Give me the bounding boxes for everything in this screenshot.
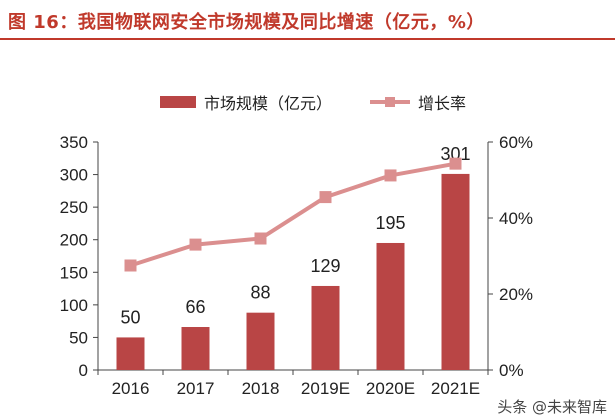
- left-tick-label: 350: [60, 133, 88, 152]
- legend-item-line: 增长率: [370, 90, 466, 114]
- left-tick-label: 300: [60, 166, 88, 185]
- right-tick-label: 60%: [499, 133, 533, 152]
- growth-marker: [189, 238, 202, 251]
- bar: [311, 285, 340, 370]
- growth-marker: [124, 259, 137, 272]
- legend-item-bar: 市场规模（亿元）: [160, 90, 332, 114]
- left-tick-label: 100: [60, 296, 88, 315]
- bar: [116, 337, 145, 370]
- growth-marker: [449, 157, 462, 170]
- x-tick-label: 2017: [177, 379, 215, 398]
- left-tick-label: 200: [60, 231, 88, 250]
- right-tick-label: 40%: [499, 209, 533, 228]
- x-tick-label: 2018: [242, 379, 280, 398]
- left-tick-label: 50: [69, 328, 88, 347]
- growth-marker: [384, 169, 397, 182]
- title-underline: [0, 38, 615, 40]
- bar: [376, 242, 405, 370]
- chart-legend: 市场规模（亿元） 增长率: [160, 90, 504, 114]
- growth-marker: [319, 191, 332, 204]
- left-tick-label: 0: [79, 361, 88, 380]
- left-tick-label: 250: [60, 198, 88, 217]
- x-tick-label: 2021E: [431, 379, 480, 398]
- bar-data-label: 195: [375, 213, 405, 233]
- bar-data-label: 88: [250, 283, 270, 303]
- growth-line: [129, 161, 456, 268]
- bar: [441, 173, 470, 370]
- bar: [246, 312, 275, 370]
- growth-marker: [254, 232, 267, 245]
- x-tick-label: 2016: [112, 379, 150, 398]
- left-tick-label: 150: [60, 263, 88, 282]
- watermark: 头条 @未来智库: [497, 398, 607, 416]
- bar-data-label: 50: [120, 307, 140, 327]
- bar: [181, 327, 210, 370]
- bar-data-label: 301: [440, 144, 470, 164]
- bar-data-label: 129: [310, 256, 340, 276]
- legend-bar-swatch: [160, 96, 196, 108]
- legend-bar-label: 市场规模（亿元）: [204, 94, 333, 113]
- x-tick-label: 2020E: [366, 379, 415, 398]
- x-tick-label: 2019E: [301, 379, 350, 398]
- legend-line-label: 增长率: [418, 94, 467, 113]
- right-tick-label: 0%: [499, 361, 524, 380]
- right-tick-label: 20%: [499, 285, 533, 304]
- legend-line-swatch: [370, 96, 411, 108]
- bar-data-label: 66: [185, 297, 205, 317]
- chart-title: 图 16：我国物联网安全市场规模及同比增速（亿元，%）: [8, 12, 485, 33]
